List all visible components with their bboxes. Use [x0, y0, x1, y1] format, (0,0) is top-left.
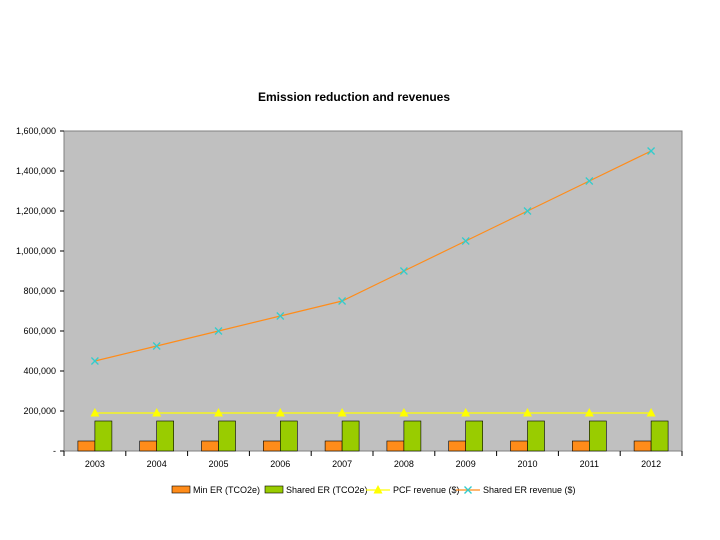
bar-min-er-tco2e	[324, 440, 343, 452]
bar-min-er-tco2e	[139, 440, 157, 452]
y-tick-label: 800,000	[23, 286, 56, 296]
bar-shared-er-tco2e	[465, 420, 484, 452]
y-tick-label: 400,000	[23, 366, 56, 376]
bar-min-er-tco2e	[201, 440, 219, 452]
marker-x	[399, 267, 408, 275]
marker-triangle	[337, 408, 347, 417]
marker-triangle	[584, 408, 594, 417]
marker-x	[214, 327, 223, 335]
legend: Min ER (TCO2e) Shared ER (TCO2e) PCF reven…	[171, 485, 576, 495]
bar-shared-er-tco2e	[341, 420, 360, 452]
plot-area	[63, 130, 683, 452]
legend-swatch	[171, 485, 191, 494]
marker-triangle	[275, 408, 285, 417]
marker-x	[523, 207, 532, 215]
marker-triangle	[523, 408, 532, 417]
marker-x	[464, 486, 472, 494]
legend-item: Min ER (TCO2e)	[171, 485, 260, 495]
marker-x	[276, 312, 285, 320]
y-tick-label: 1,600,000	[16, 126, 56, 136]
line-series	[90, 147, 656, 417]
legend-item: Shared ER revenue ($)	[456, 485, 576, 495]
bar-min-er-tco2e	[448, 440, 467, 452]
x-tick-label: 2003	[85, 459, 105, 469]
marker-triangle	[373, 485, 383, 494]
marker-triangle	[90, 408, 100, 417]
legend-label: PCF revenue ($)	[393, 485, 460, 495]
y-tick-label: 1,400,000	[16, 166, 56, 176]
bar-min-er-tco2e	[386, 440, 405, 452]
y-tick-label: 1,200,000	[16, 206, 56, 216]
y-axis: - 200,000 400,000 600,000 800,000 1,000,000 1,…	[16, 126, 64, 456]
legend-label: Shared ER revenue ($)	[483, 485, 576, 495]
bar-min-er-tco2e	[77, 440, 96, 452]
x-tick-label: 2006	[270, 459, 290, 469]
bar-min-er-tco2e	[262, 440, 281, 452]
bar-shared-er-tco2e	[527, 420, 545, 452]
bar-shared-er-tco2e	[279, 420, 298, 452]
x-tick-label: 2004	[147, 459, 167, 469]
marker-x	[90, 357, 99, 365]
bar-shared-er-tco2e	[218, 420, 236, 452]
marker-x	[152, 342, 161, 350]
x-tick-label: 2007	[332, 459, 352, 469]
marker-x	[647, 147, 656, 155]
x-axis: 2003 2004 2005 2006 2007 2008 2009 2010 2011 2012	[63, 451, 683, 469]
bar-min-er-tco2e	[571, 440, 590, 452]
marker-triangle	[214, 408, 223, 417]
marker-triangle	[399, 408, 409, 417]
legend-item: PCF revenue ($)	[366, 485, 460, 495]
x-tick-label: 2009	[456, 459, 476, 469]
bar-series	[77, 420, 669, 452]
chart-title: Emission reduction and revenues	[258, 90, 450, 104]
bar-min-er-tco2e	[633, 440, 652, 452]
bar-shared-er-tco2e	[94, 420, 113, 452]
x-tick-label: 2010	[517, 459, 537, 469]
bar-shared-er-tco2e	[588, 420, 607, 452]
legend-swatch	[264, 485, 284, 494]
marker-x	[338, 297, 347, 305]
marker-triangle	[152, 408, 162, 417]
line-shared-er-revenue	[94, 150, 652, 362]
bar-shared-er-tco2e	[650, 420, 669, 452]
y-tick-label: 200,000	[23, 406, 56, 416]
y-tick-label: 1,000,000	[16, 246, 56, 256]
x-tick-label: 2011	[580, 459, 599, 469]
bar-shared-er-tco2e	[403, 420, 422, 452]
x-tick-label: 2008	[394, 459, 414, 469]
marker-x	[585, 177, 594, 185]
marker-triangle	[646, 408, 656, 417]
x-tick-label: 2012	[641, 459, 661, 469]
marker-x	[461, 237, 470, 245]
legend-label: Min ER (TCO2e)	[193, 485, 260, 495]
legend-item: Shared ER (TCO2e)	[264, 485, 368, 495]
legend-label: Shared ER (TCO2e)	[286, 485, 368, 495]
x-tick-label: 2005	[208, 459, 228, 469]
marker-triangle	[461, 408, 471, 417]
bar-shared-er-tco2e	[156, 420, 174, 452]
y-tick-label: -	[53, 446, 56, 456]
y-tick-label: 600,000	[23, 326, 56, 336]
bar-min-er-tco2e	[510, 440, 528, 452]
